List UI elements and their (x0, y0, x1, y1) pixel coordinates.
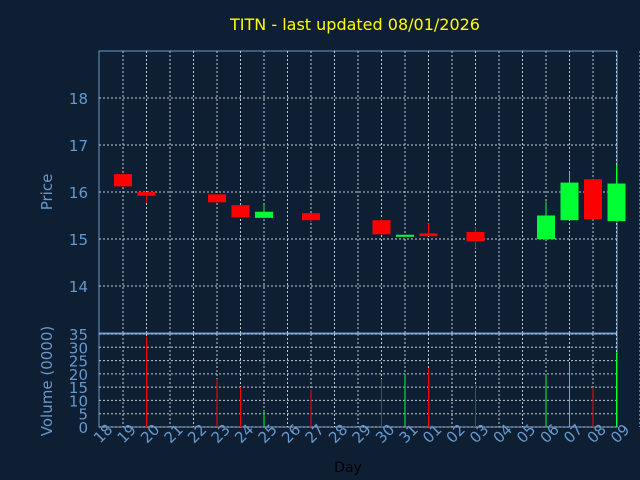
x-tick-label: 20 (137, 421, 163, 447)
volume-tick-label: 5 (78, 406, 88, 424)
x-axis-label: Day (334, 460, 362, 476)
x-tick-label: 19 (114, 421, 140, 447)
candle-24 (255, 205, 273, 218)
candle-30 (396, 234, 414, 237)
candle-02 (466, 227, 485, 249)
price-y-ticks: 14 15 16 17 18 (69, 90, 88, 296)
x-tick-label: 24 (231, 421, 257, 447)
x-tick-label: 29 (349, 421, 375, 447)
price-tick-label: 15 (69, 231, 88, 249)
candle-body (466, 231, 485, 242)
candle-31 (419, 223, 438, 237)
candle-body (255, 211, 273, 218)
volume-tick-label: 20 (69, 366, 88, 384)
volume-tick-label: 15 (69, 379, 88, 397)
candle-23 (231, 205, 250, 218)
candle-body (560, 182, 579, 221)
candle-05 (537, 201, 555, 239)
candle-19 (137, 192, 156, 203)
x-tick-label: 21 (161, 421, 187, 447)
x-tick-label: 26 (278, 421, 304, 447)
x-tick-label: 27 (302, 421, 328, 447)
candle-body (396, 234, 414, 237)
x-tick-label: 28 (325, 421, 351, 447)
candle-body (537, 215, 555, 239)
x-tick-label: 18 (90, 421, 116, 447)
price-panel: 14 15 16 17 18 Price (38, 50, 640, 334)
x-tick-label: 22 (184, 421, 210, 447)
x-tick-label: 07 (560, 421, 586, 447)
candle-body (137, 192, 156, 196)
candles (114, 164, 626, 249)
x-tick-label: 01 (419, 421, 445, 447)
candle-18 (114, 174, 132, 187)
volume-axis-label: Volume (0000) (38, 326, 56, 436)
price-tick-label: 14 (69, 278, 88, 296)
candle-body (372, 220, 391, 235)
candle-29 (372, 218, 391, 235)
price-axis-label: Price (38, 174, 56, 211)
candle-26 (302, 213, 320, 223)
candle-22 (208, 194, 226, 203)
price-grid (99, 51, 640, 333)
volume-tick-label: 0 (78, 419, 88, 437)
price-tick-label: 17 (69, 137, 88, 155)
x-tick-label: 30 (372, 421, 398, 447)
volume-bars (146, 336, 617, 427)
x-tick-label: 31 (396, 421, 422, 447)
volume-tick-label: 25 (69, 353, 88, 371)
x-tick-label: 06 (537, 421, 563, 447)
volume-tick-label: 35 (69, 326, 88, 344)
x-tick-label: 02 (443, 421, 469, 447)
volume-grid (99, 333, 640, 428)
candle-06 (560, 171, 579, 221)
candle-body (419, 233, 438, 237)
candle-body (114, 174, 132, 187)
volume-tick-label: 30 (69, 339, 88, 357)
x-tick-label: 08 (584, 421, 610, 447)
candle-body (584, 179, 602, 220)
candle-body (607, 183, 626, 222)
candle-07 (584, 179, 602, 220)
price-tick-label: 16 (69, 184, 88, 202)
x-axis: 1819202122232425262728293031010203040506… (90, 421, 633, 447)
candle-body (302, 213, 320, 221)
x-tick-label: 03 (466, 421, 492, 447)
price-tick-label: 18 (69, 90, 88, 108)
x-tick-label: 09 (607, 421, 633, 447)
chart-title: TITN - last updated 08/01/2026 (229, 15, 480, 34)
x-tick-label: 05 (513, 421, 539, 447)
candle-body (208, 194, 226, 203)
x-tick-label: 04 (490, 421, 516, 447)
candle-08 (607, 164, 626, 222)
volume-tick-label: 10 (69, 392, 88, 410)
x-tick-label: 23 (208, 421, 234, 447)
x-tick-label: 25 (255, 421, 281, 447)
candle-body (231, 205, 250, 218)
